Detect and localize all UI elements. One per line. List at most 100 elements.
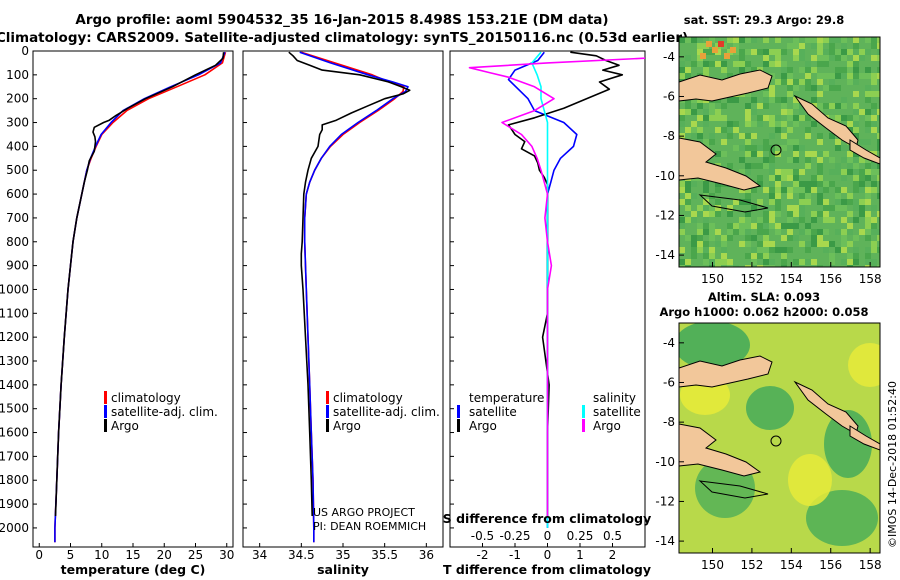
sst-pixel: [739, 133, 745, 139]
sst-pixel: [877, 133, 880, 139]
sst-pixel: [703, 241, 709, 247]
sst-pixel: [691, 181, 697, 187]
sst-pixel: [733, 61, 739, 67]
sst-pixel: [745, 169, 751, 175]
sst-pixel: [829, 205, 835, 211]
sst-pixel: [775, 121, 781, 127]
sst-pixel: [805, 127, 811, 133]
sst-pixel: [715, 187, 721, 193]
sst-pixel: [733, 199, 739, 205]
sst-pixel: [745, 49, 751, 55]
salinity-x-ticks: 34 34.5 35 35.5 36: [252, 543, 434, 562]
sst-pixel: [853, 43, 859, 49]
sst-pixel: [829, 79, 835, 85]
sst-pixel: [841, 235, 847, 241]
sst-pixel: [799, 109, 805, 115]
sst-pixel: [769, 181, 775, 187]
sst-pixel: [775, 127, 781, 133]
sla-map-frame: [678, 322, 881, 554]
sst-pixel: [763, 187, 769, 193]
sst-pixel: [847, 199, 853, 205]
sst-pixel: [811, 175, 817, 181]
land-reef-outline: [698, 194, 769, 213]
sst-lat-ticks: -4 -6 -8 -10 -12 -14: [655, 50, 684, 262]
sst-pixel: [787, 187, 793, 193]
sst-pixel: [877, 49, 880, 55]
legend-swatch-satellite: [104, 405, 107, 418]
sst-pixel: [763, 217, 769, 223]
sst-pixel: [679, 259, 685, 265]
sst-pixel: [847, 265, 853, 267]
sst-pixel: [817, 235, 823, 241]
sst-pixel: [877, 55, 880, 61]
sst-pixel: [763, 103, 769, 109]
sst-pixel: [775, 187, 781, 193]
sst-pixel: [799, 205, 805, 211]
sst-pixel: [841, 115, 847, 121]
sst-pixel: [817, 175, 823, 181]
sst-pixel: [727, 211, 733, 217]
sst-pixel: [835, 193, 841, 199]
sst-pixel: [859, 139, 865, 145]
sst-pixel: [745, 139, 751, 145]
sst-pixel: [703, 217, 709, 223]
sst-pixel: [841, 169, 847, 175]
sst-pixel: [805, 157, 811, 163]
sst-pixel: [727, 37, 733, 43]
sla-land: [679, 355, 880, 499]
sst-pixel: [679, 37, 685, 43]
sst-pixel: [835, 145, 841, 151]
lat-tick-label: -4: [663, 336, 675, 350]
sst-pixel: [805, 133, 811, 139]
sst-pixel: [799, 259, 805, 265]
sst-pixel: [871, 91, 877, 97]
sla-lon-ticks: 150 152 154 156 158: [701, 548, 882, 572]
sst-pixel: [817, 61, 823, 67]
legend-label-climatology: climatology: [111, 391, 181, 405]
sst-pixel: [787, 157, 793, 163]
lat-tick-label: -6: [663, 89, 675, 103]
depth-axis: 0 100 200 300 400 500 600 700 800 900 1000 1100 1200…: [0, 44, 29, 535]
legend-swatch-t-argo: [457, 419, 460, 432]
sst-pixel: [703, 61, 709, 67]
sst-pixel: [691, 121, 697, 127]
sst-pixel: [745, 37, 751, 43]
sst-pixel: [769, 265, 775, 267]
legend-title-salinity: salinity: [593, 391, 636, 405]
sst-pixel: [697, 223, 703, 229]
sst-pixel: [865, 229, 871, 235]
sst-pixel: [871, 169, 877, 175]
sst-pixel: [865, 91, 871, 97]
sst-pixel: [691, 211, 697, 217]
sst-pixel: [709, 37, 715, 43]
sst-pixel: [727, 223, 733, 229]
sst-pixel: [691, 247, 697, 253]
lat-tick-label: -10: [655, 169, 675, 183]
lat-tick-label: -8: [663, 129, 675, 143]
lat-tick-label: -12: [655, 208, 675, 222]
sst-pixel: [877, 265, 880, 267]
sst-pixel: [763, 91, 769, 97]
sst-pixel: [877, 115, 880, 121]
sst-pixel: [715, 211, 721, 217]
sst-pixel: [745, 61, 751, 67]
sst-pixel: [865, 259, 871, 265]
sst-pixel: [823, 181, 829, 187]
legend-label-s-satellite: satellite: [593, 405, 641, 419]
sst-pixel: [733, 229, 739, 235]
sst-pixel: [847, 253, 853, 259]
sst-pixel: [679, 187, 685, 193]
sst-pixel: [727, 127, 733, 133]
sst-pixel: [859, 157, 865, 163]
salinity-panel-frame: [242, 50, 444, 548]
sst-pixel: [781, 61, 787, 67]
sst-pixel: [793, 55, 799, 61]
sst-pixel: [769, 247, 775, 253]
sst-pixel: [817, 73, 823, 79]
sst-pixel: [679, 223, 685, 229]
sst-pixel: [775, 211, 781, 217]
sst-pixel: [805, 79, 811, 85]
legend-swatch-climatology: [326, 391, 329, 404]
sst-pixel: [811, 121, 817, 127]
sst-pixel: [709, 253, 715, 259]
